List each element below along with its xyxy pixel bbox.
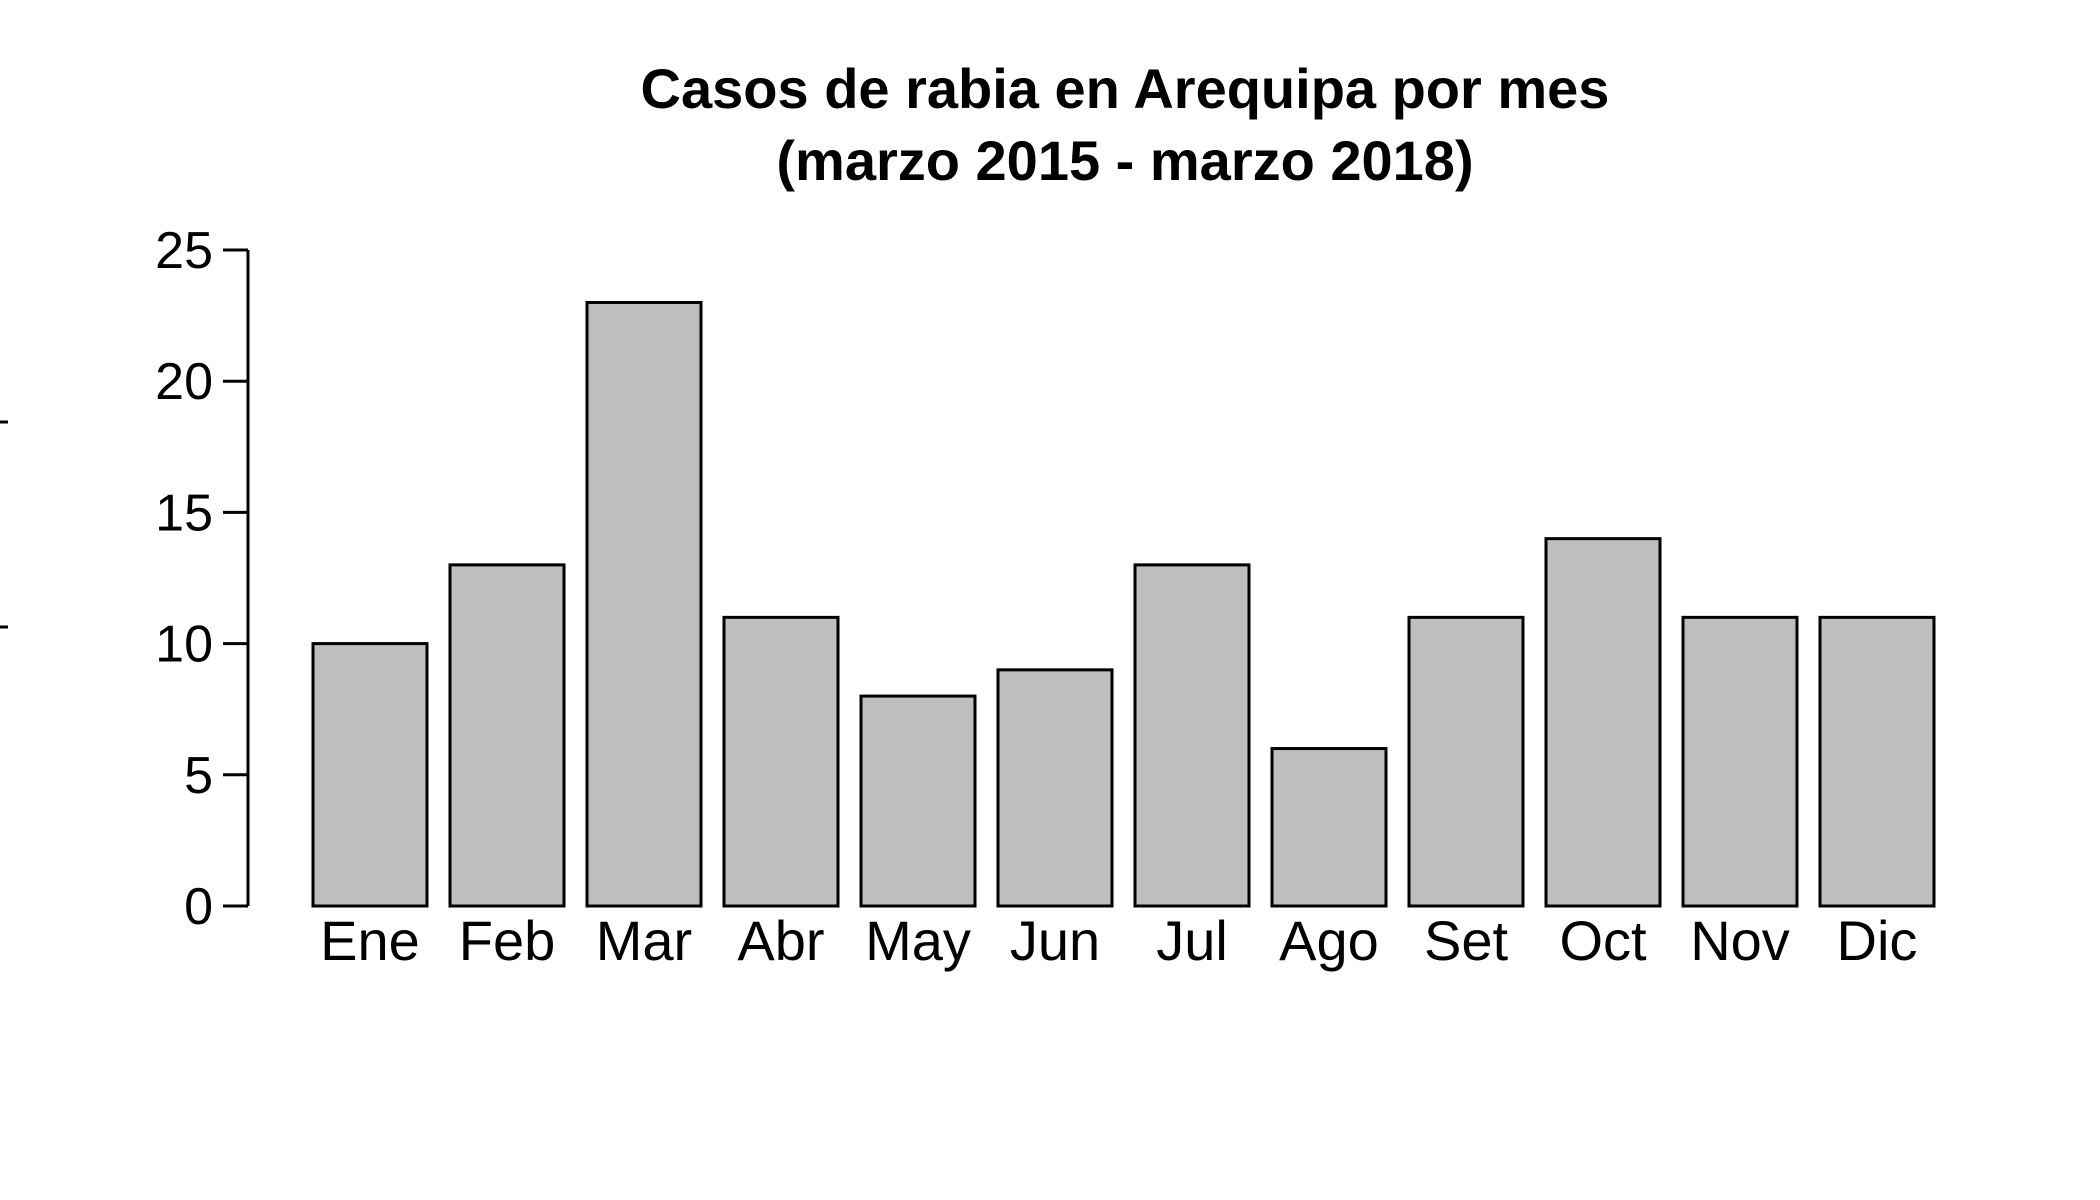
x-tick-label-ago: Ago (1279, 909, 1379, 972)
x-tick-label-abr: Abr (737, 909, 824, 972)
x-tick-label-nov: Nov (1690, 909, 1790, 972)
x-tick-label-ene: Ene (320, 909, 420, 972)
bar-oct (1544, 537, 1662, 908)
bar-may (859, 694, 977, 908)
x-tick-label-may: May (865, 909, 971, 972)
bar-dic (1818, 615, 1936, 908)
y-tick-label: 0 (184, 878, 213, 936)
bar-feb (448, 563, 566, 908)
chart-title: Casos de rabia en Arequipa por mes (641, 57, 1610, 120)
x-tick-label-jun: Jun (1010, 909, 1100, 972)
x-tick-label-mar: Mar (596, 909, 692, 972)
bar-jul (1133, 563, 1251, 908)
x-tick-label-set: Set (1424, 909, 1508, 972)
bar-set (1407, 615, 1525, 908)
y-tick-label: 20 (155, 353, 213, 411)
bar-jun (996, 668, 1114, 908)
bars (311, 300, 1936, 908)
x-axis-labels: Ene Feb Mar Abr May Jun Jul Ago Set Oct Nov Dic (320, 909, 1917, 972)
bar-ago (1270, 747, 1388, 908)
bar-abr (722, 615, 840, 908)
x-tick-label-oct: Oct (1559, 909, 1647, 972)
y-axis: 0 5 10 15 20 25 (155, 222, 250, 936)
y-tick-label: 5 (184, 747, 213, 805)
chart-subtitle: (marzo 2015 - marzo 2018) (776, 129, 1473, 192)
y-tick-label: 15 (155, 484, 213, 542)
x-tick-label-feb: Feb (459, 909, 556, 972)
x-tick-label-jul: Jul (1156, 909, 1228, 972)
x-tick-label-dic: Dic (1837, 909, 1918, 972)
bar-nov (1681, 615, 1799, 908)
y-tick-label: 25 (155, 222, 213, 280)
y-tick-label: 10 (155, 616, 213, 674)
bar-mar (585, 300, 703, 908)
bar-ene (311, 642, 429, 908)
